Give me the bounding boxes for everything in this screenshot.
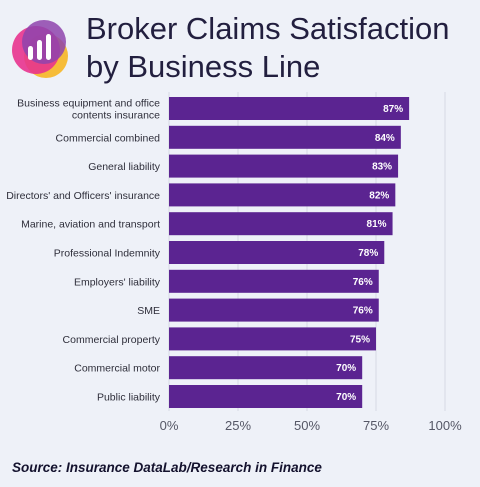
x-tick-label: 25% [225,418,251,433]
bar-value-label: 87% [383,104,403,115]
category-label: General liability [88,161,161,173]
category-label: contents insurance [72,110,160,122]
bar [169,212,393,236]
category-label: Commercial property [63,334,161,346]
category-label: Directors' and Officers' insurance [6,190,160,202]
x-tick-label: 50% [294,418,320,433]
bar [169,97,410,120]
bar [169,269,379,293]
bar [169,183,396,207]
bar-value-label: 70% [336,363,356,374]
bar-value-label: 76% [353,277,373,288]
bar-chart-icon [12,20,68,78]
category-label: Professional Indemnity [54,248,161,260]
category-label: Commercial combined [56,132,161,144]
category-label: Marine, aviation and transport [21,219,160,231]
bar-value-label: 75% [350,334,370,345]
x-tick-label: 75% [363,418,389,433]
bar [169,154,399,178]
bar-value-label: 82% [369,190,389,201]
category-label: Business equipment and office [17,98,160,110]
bar-value-label: 78% [358,248,378,259]
category-label: Employers' liability [74,276,161,288]
bar-value-label: 83% [372,162,392,173]
category-label: Commercial motor [74,363,160,375]
category-label: Public liability [97,392,161,404]
source-note: Source: Insurance DataLab/Research in Fi… [12,460,322,475]
bar [169,385,363,408]
bar [169,298,379,322]
bar-value-label: 76% [353,306,373,317]
bar [169,327,376,351]
bar-value-label: 84% [375,133,395,144]
logo [12,20,68,78]
bar [169,241,385,264]
bar [169,125,401,149]
chart-title: Broker Claims Satisfaction by Business L… [86,11,450,84]
bar-chart: 0% 25% 50% 75% 100% 87% Business equipment and… [6,92,462,433]
x-tick-label: 0% [160,418,179,433]
bar [169,356,363,380]
bar-value-label: 81% [367,219,387,230]
bar-value-label: 70% [336,392,356,403]
category-label: SME [137,305,160,317]
x-tick-label: 100% [428,418,462,433]
